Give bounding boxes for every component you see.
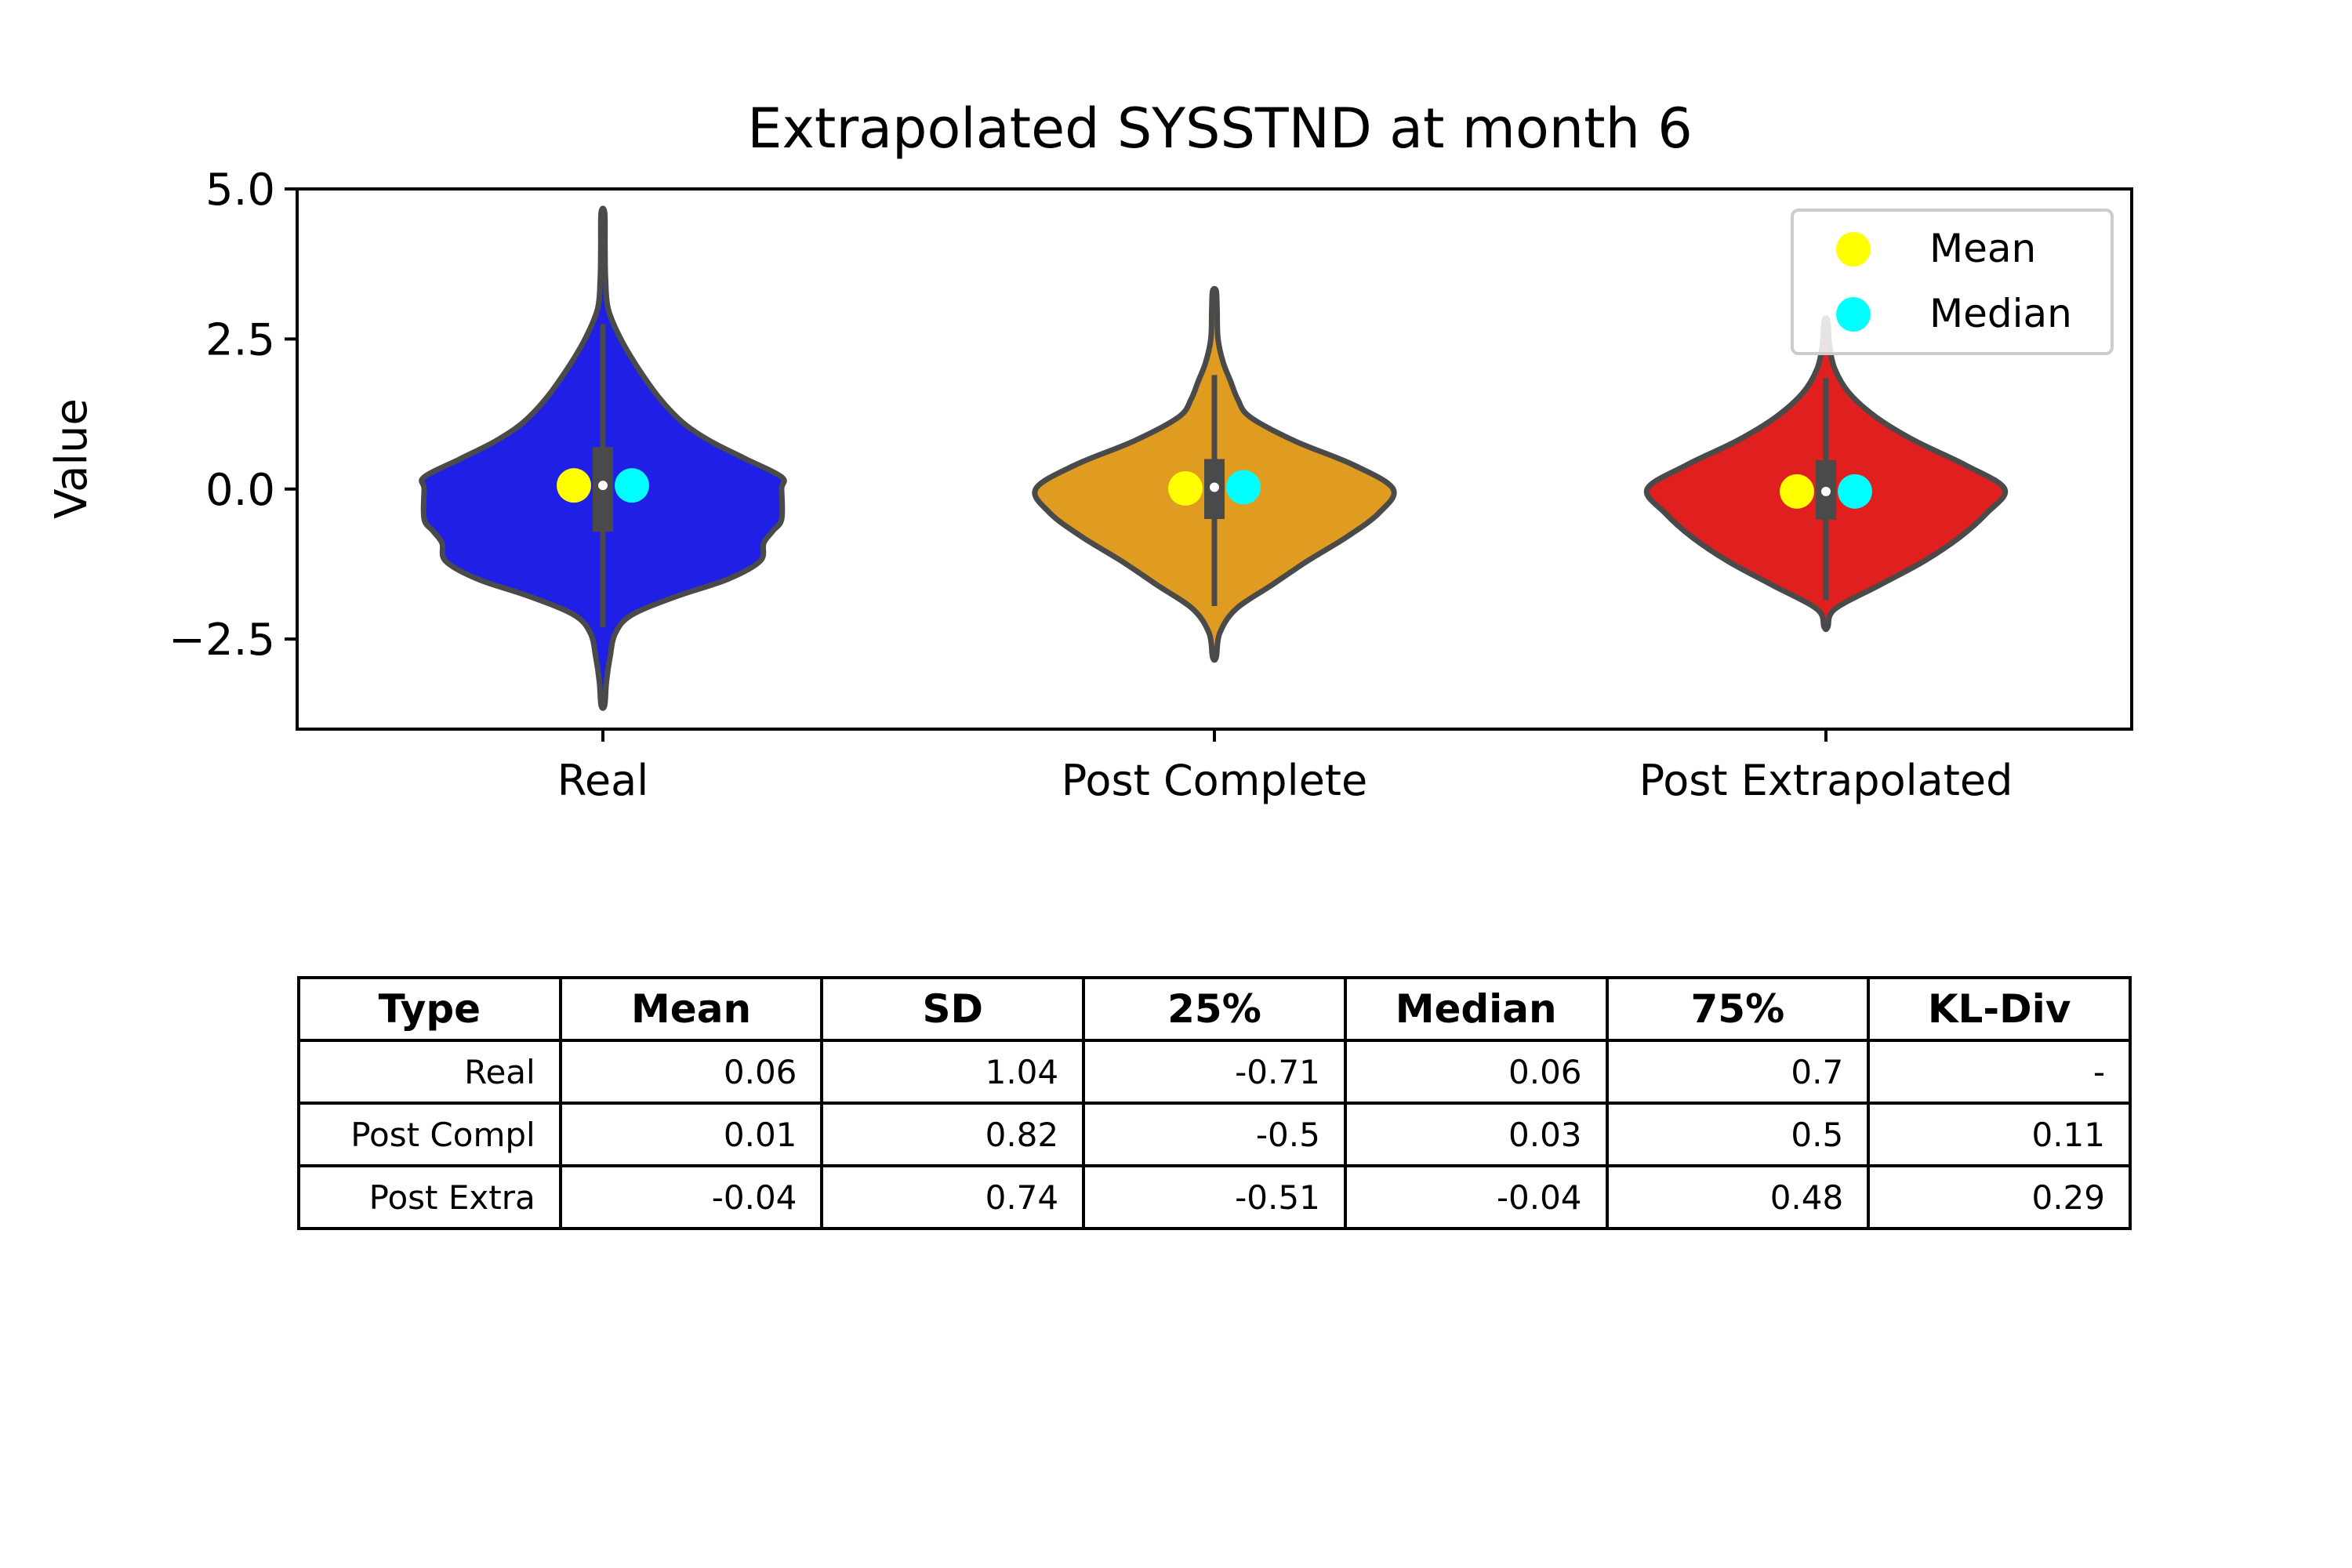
table-cell: -0.04: [1343, 1164, 1609, 1230]
median-dot: [1210, 482, 1219, 492]
table-cell: 1.04: [820, 1039, 1086, 1105]
stats-table-header: Type Mean SD 25% Median 75% KL-Div: [297, 976, 2132, 1042]
table-cell: -0.5: [1082, 1102, 1347, 1167]
stats-table-body: Real 0.06 1.04 -0.71 0.06 0.7 - Post Com…: [297, 1039, 2132, 1230]
header-sd: SD: [820, 976, 1086, 1042]
median-marker: [1226, 470, 1261, 505]
median-dot: [1821, 486, 1831, 496]
table-cell: 0.7: [1605, 1039, 1871, 1105]
legend-median-label: Median: [1929, 291, 2072, 336]
table-cell: 0.01: [558, 1102, 824, 1167]
header-25: 25%: [1082, 976, 1347, 1042]
table-cell: -0.04: [558, 1164, 824, 1230]
y-tick-label: 0.0: [205, 465, 275, 516]
table-cell: 0.74: [820, 1164, 1086, 1230]
table-cell: 0.48: [1605, 1164, 1871, 1230]
table-cell: Post Compl: [297, 1102, 562, 1167]
table-cell: -0.51: [1082, 1164, 1347, 1230]
stats-table: Type Mean SD 25% Median 75% KL-Div Real …: [297, 976, 2132, 1230]
mean-marker: [1168, 471, 1203, 506]
y-tick-label: 5.0: [205, 165, 275, 216]
median-marker: [615, 468, 649, 503]
table-row: Real 0.06 1.04 -0.71 0.06 0.7 -: [297, 1039, 2132, 1105]
table-cell: 0.06: [558, 1039, 824, 1105]
header-75: 75%: [1605, 976, 1871, 1042]
axes-layer: −2.5 0.0 2.5 5.0 Real Post Complete Post Extra…: [169, 165, 2133, 805]
y-tick-label: −2.5: [169, 615, 275, 666]
x-tick-label: Post Extrapolated: [1639, 756, 2013, 805]
header-median: Median: [1343, 976, 1609, 1042]
legend-median-marker: [1836, 297, 1871, 332]
median-marker: [1838, 474, 1872, 509]
median-dot: [598, 481, 608, 491]
mean-marker: [557, 468, 591, 503]
table-cell: 0.5: [1605, 1102, 1871, 1167]
table-cell: 0.82: [820, 1102, 1086, 1167]
y-axis-label: Value: [46, 398, 97, 519]
table-row: Post Extra -0.04 0.74 -0.51 -0.04 0.48 0…: [297, 1164, 2132, 1230]
legend-box: [1791, 209, 2114, 355]
header-type: Type: [297, 976, 562, 1042]
x-tick-label: Real: [557, 756, 648, 805]
table-cell: 0.06: [1343, 1039, 1609, 1105]
table-cell: 0.11: [1867, 1102, 2132, 1167]
table-row: Post Compl 0.01 0.82 -0.5 0.03 0.5 0.11: [297, 1102, 2132, 1167]
table-cell: 0.29: [1867, 1164, 2132, 1230]
table-cell: Post Extra: [297, 1164, 562, 1230]
legend-mean-marker: [1836, 232, 1871, 267]
mean-marker: [1780, 474, 1814, 509]
table-cell: -: [1867, 1039, 2132, 1105]
x-tick-label: Post Complete: [1062, 756, 1367, 805]
header-mean: Mean: [558, 976, 824, 1042]
header-kl-div: KL-Div: [1867, 976, 2132, 1042]
table-cell: Real: [297, 1039, 562, 1105]
violins-layer: [419, 205, 2009, 711]
table-cell: 0.03: [1343, 1102, 1609, 1167]
legend: Mean Median: [1791, 209, 2114, 355]
y-tick-label: 2.5: [205, 314, 275, 365]
legend-mean-label: Mean: [1929, 226, 2036, 271]
table-header-row: Type Mean SD 25% Median 75% KL-Div: [297, 976, 2132, 1042]
table-cell: -0.71: [1082, 1039, 1347, 1105]
chart-title: Extrapolated SYSSTND at month 6: [747, 96, 1692, 161]
